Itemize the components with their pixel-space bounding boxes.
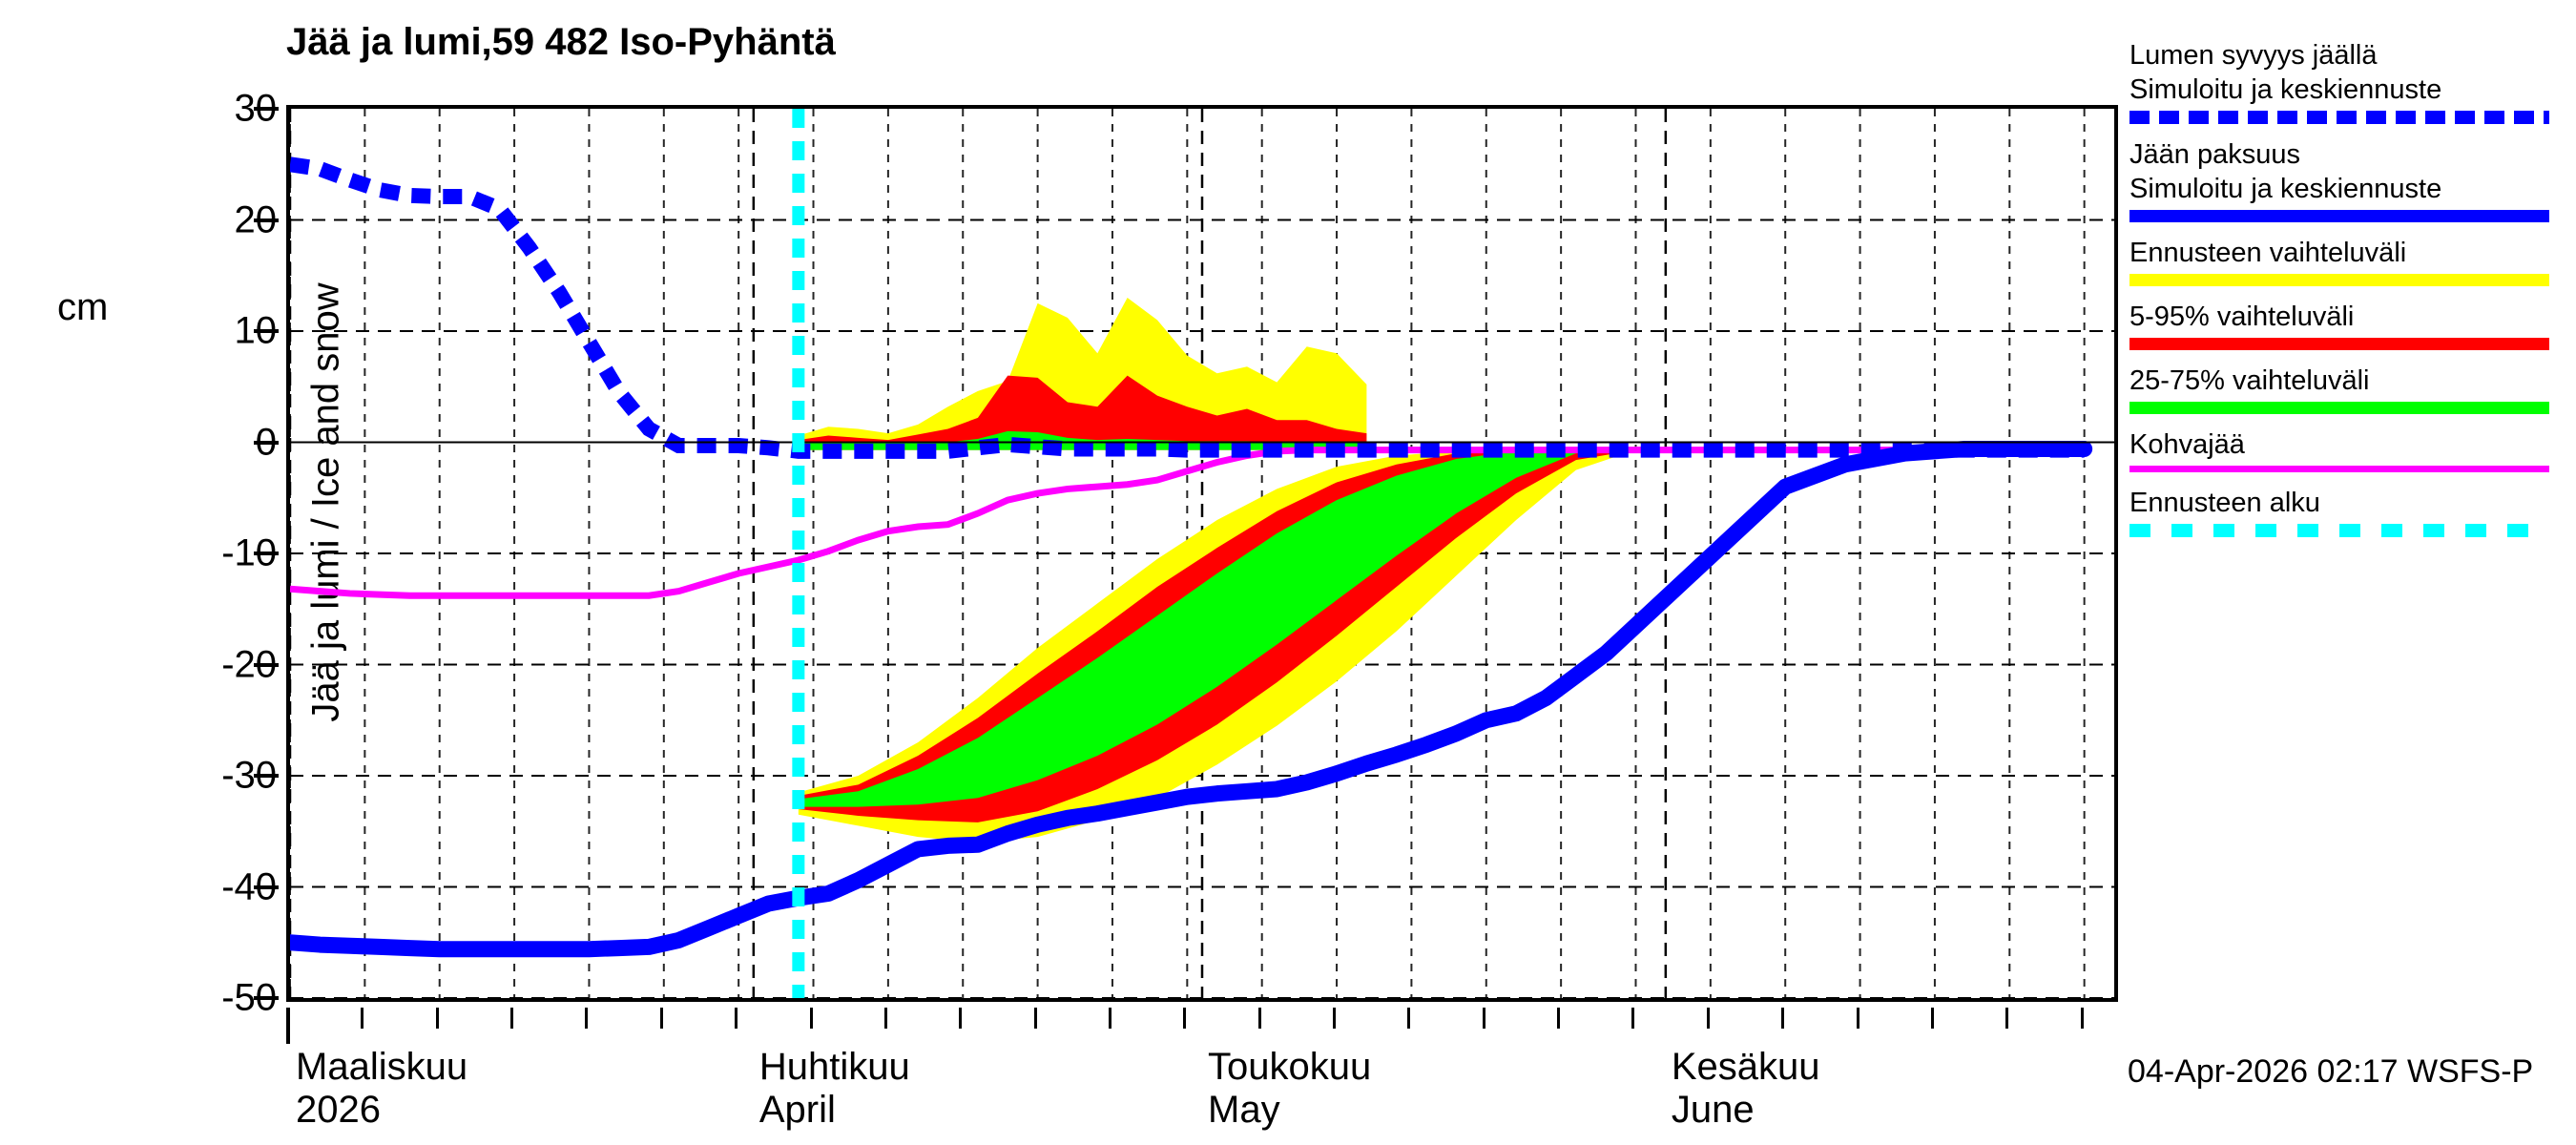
- legend-entry-title: Kohvajää: [2129, 429, 2245, 460]
- legend-entry: Lumen syvyys jäällä Simuloitu ja keskienn…: [2129, 38, 2576, 124]
- x-month-label-fi: Toukokuu: [1208, 1046, 1372, 1088]
- x-tick-minor: [1183, 1008, 1187, 1029]
- legend-swatch: [2129, 210, 2549, 222]
- x-tick-major: [286, 1008, 290, 1044]
- legend-swatch: [2129, 274, 2549, 286]
- x-tick-minor: [435, 1008, 439, 1029]
- x-tick-minor: [1033, 1008, 1037, 1029]
- legend-entry-title: Jään paksuus: [2129, 139, 2300, 170]
- x-tick-minor: [2005, 1008, 2009, 1029]
- y-tick-mark: [254, 996, 279, 1000]
- x-month-label-fi: Maaliskuu: [296, 1046, 468, 1088]
- x-tick-minor: [1706, 1008, 1710, 1029]
- chart-svg: [290, 109, 2114, 998]
- x-tick-minor: [1856, 1008, 1859, 1029]
- y-tick-mark: [254, 662, 279, 667]
- legend-entry: Ennusteen vaihteluväli: [2129, 236, 2576, 286]
- band-snow-2575: [798, 430, 1367, 450]
- x-axis-labels: Maaliskuu 2026 Huhtikuu April Toukokuu May Kes…: [286, 1008, 2118, 1132]
- legend-entry: Jään paksuus Simuloitu ja keskiennuste: [2129, 137, 2576, 222]
- x-tick-minor: [1108, 1008, 1111, 1029]
- legend-swatch: [2129, 338, 2549, 350]
- y-tick-mark: [254, 329, 279, 333]
- legend-swatch: [2129, 466, 2549, 472]
- x-tick-minor: [1257, 1008, 1261, 1029]
- x-month-label-en: May: [1208, 1089, 1280, 1131]
- legend-entry-title: Ennusteen vaihteluväli: [2129, 238, 2407, 268]
- page-title: Jää ja lumi,59 482 Iso-Pyhäntä: [286, 21, 836, 63]
- ice-thickness-line: [290, 440, 2093, 958]
- legend-entry-subtitle: Simuloitu ja keskiennuste: [2129, 174, 2442, 204]
- x-month-label-fi: Huhtikuu: [758, 1046, 910, 1088]
- legend-entry-title: Ennusteen alku: [2129, 488, 2320, 518]
- legend-entry-title: 25-75% vaihteluväli: [2129, 365, 2370, 396]
- legend-entry: Kohvajää: [2129, 427, 2576, 472]
- x-tick-minor: [1631, 1008, 1635, 1029]
- y-axis-ticks: 30 20 10 0 -10 -20 -30 -40 -50: [0, 88, 279, 1019]
- legend-swatch: [2129, 111, 2549, 124]
- legend-swatch: [2129, 524, 2549, 537]
- y-axis-unit: cm: [57, 286, 109, 328]
- band-snow-outer: [798, 298, 1367, 450]
- x-tick-minor: [1482, 1008, 1485, 1029]
- x-tick-minor: [959, 1008, 963, 1029]
- band-ice-2575: [798, 449, 1636, 807]
- x-month-label-en: 2026: [296, 1089, 381, 1131]
- x-month-label: Huhtikuu April: [759, 1046, 910, 1132]
- legend-entry-title: Lumen syvyys jäällä: [2129, 40, 2378, 71]
- y-tick-mark: [254, 440, 279, 445]
- chart-legend: Lumen syvyys jäällä Simuloitu ja keskienn…: [2129, 38, 2576, 551]
- y-tick-mark: [254, 885, 279, 889]
- x-tick-minor: [659, 1008, 663, 1029]
- x-tick-minor: [510, 1008, 514, 1029]
- legend-entry-subtitle: Simuloitu ja keskiennuste: [2129, 74, 2442, 105]
- snow-depth-line: [290, 156, 2085, 459]
- x-month-label: Toukokuu May: [1208, 1046, 1371, 1132]
- y-tick-mark: [254, 552, 279, 555]
- x-tick-minor: [809, 1008, 813, 1029]
- band-snow-595: [798, 375, 1367, 450]
- x-tick-minor: [1930, 1008, 1934, 1029]
- timestamp-label: 04-Apr-2026 02:17 WSFS-P: [2128, 1053, 2534, 1090]
- x-tick-minor: [2080, 1008, 2084, 1029]
- kohva-line: [290, 447, 2085, 599]
- x-month-label-en: April: [758, 1089, 836, 1131]
- plot-canvas: [290, 109, 2114, 998]
- x-month-label: Maaliskuu 2026: [296, 1046, 467, 1132]
- legend-entry: 25-75% vaihteluväli: [2129, 364, 2576, 414]
- x-tick-minor: [361, 1008, 364, 1029]
- x-tick-minor: [1557, 1008, 1561, 1029]
- legend-swatch: [2129, 402, 2549, 414]
- x-tick-minor: [1333, 1008, 1337, 1029]
- plot-area: Jää ja lumi / Ice and snow: [286, 105, 2118, 1002]
- x-tick-minor: [735, 1008, 738, 1029]
- x-tick-minor: [883, 1008, 887, 1029]
- y-tick-mark: [254, 774, 279, 778]
- legend-entry-title: 5-95% vaihteluväli: [2129, 302, 2355, 332]
- legend-entry: Ennusteen alku: [2129, 486, 2576, 537]
- x-tick-minor: [1781, 1008, 1785, 1029]
- x-tick-minor: [1407, 1008, 1411, 1029]
- y-tick-mark: [254, 107, 279, 111]
- x-tick-minor: [585, 1008, 589, 1029]
- x-month-label: Kesäkuu June: [1672, 1046, 1820, 1132]
- x-month-label-fi: Kesäkuu: [1671, 1046, 1820, 1088]
- legend-entry: 5-95% vaihteluväli: [2129, 300, 2576, 350]
- y-tick-mark: [254, 218, 279, 222]
- x-month-label-en: June: [1671, 1089, 1755, 1131]
